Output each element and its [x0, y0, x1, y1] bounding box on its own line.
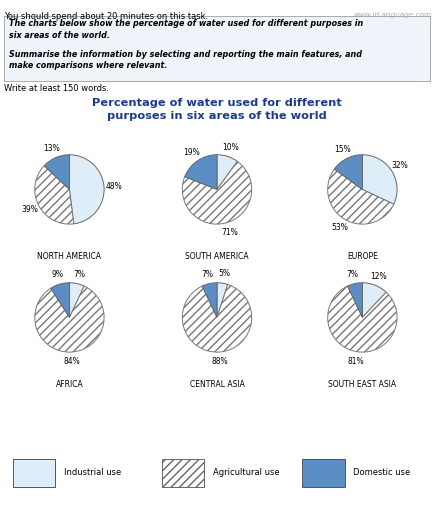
Wedge shape — [362, 283, 386, 317]
Text: EUROPE: EUROPE — [347, 252, 378, 261]
Text: 7%: 7% — [201, 270, 214, 279]
Text: Summarise the information by selecting and reporting the main features, and
make: Summarise the information by selecting a… — [10, 50, 362, 71]
Text: 10%: 10% — [222, 143, 239, 152]
Text: Agricultural use: Agricultural use — [213, 468, 279, 477]
Text: SOUTH AMERICA: SOUTH AMERICA — [185, 252, 249, 261]
Text: 12%: 12% — [371, 272, 387, 281]
Wedge shape — [44, 155, 69, 189]
Wedge shape — [69, 155, 104, 224]
Text: The charts below show the percentage of water used for different purposes in
six: The charts below show the percentage of … — [10, 19, 364, 40]
Text: 84%: 84% — [64, 357, 81, 366]
Text: 19%: 19% — [184, 148, 201, 157]
Text: 7%: 7% — [347, 270, 359, 279]
Text: AFRICA: AFRICA — [56, 380, 83, 389]
Wedge shape — [182, 285, 252, 352]
Wedge shape — [348, 283, 362, 317]
Text: Industrial use: Industrial use — [64, 468, 121, 477]
Wedge shape — [182, 161, 252, 224]
Text: Write at least 150 words.: Write at least 150 words. — [4, 84, 109, 93]
Text: 81%: 81% — [347, 357, 364, 366]
Wedge shape — [334, 155, 362, 189]
Text: You should spend about 20 minutes on this task.: You should spend about 20 minutes on thi… — [4, 12, 208, 21]
FancyBboxPatch shape — [162, 459, 204, 487]
Text: 88%: 88% — [211, 357, 228, 366]
Wedge shape — [51, 283, 69, 317]
Text: 71%: 71% — [221, 227, 238, 237]
Text: 13%: 13% — [43, 144, 60, 153]
Text: Percentage of water used for different
purposes in six areas of the world: Percentage of water used for different p… — [92, 98, 342, 121]
Wedge shape — [35, 286, 104, 352]
Wedge shape — [69, 283, 84, 317]
Wedge shape — [185, 155, 217, 189]
Text: 39%: 39% — [21, 205, 38, 214]
Text: 5%: 5% — [218, 269, 230, 278]
Wedge shape — [217, 155, 237, 189]
Wedge shape — [217, 283, 228, 317]
FancyBboxPatch shape — [13, 459, 56, 487]
Wedge shape — [35, 166, 74, 224]
Wedge shape — [328, 286, 397, 352]
Text: 53%: 53% — [331, 223, 348, 232]
Text: 32%: 32% — [391, 161, 408, 170]
Text: www.irLanguage.com: www.irLanguage.com — [354, 12, 432, 18]
Text: 15%: 15% — [334, 145, 351, 155]
Text: 48%: 48% — [105, 182, 122, 191]
Text: 7%: 7% — [73, 270, 85, 279]
Text: NORTH AMERICA: NORTH AMERICA — [37, 252, 102, 261]
Wedge shape — [328, 169, 394, 224]
FancyBboxPatch shape — [302, 459, 345, 487]
Text: CENTRAL ASIA: CENTRAL ASIA — [190, 380, 244, 389]
Wedge shape — [362, 155, 397, 204]
Wedge shape — [202, 283, 217, 317]
Text: SOUTH EAST ASIA: SOUTH EAST ASIA — [329, 380, 396, 389]
Text: Domestic use: Domestic use — [353, 468, 411, 477]
Text: 9%: 9% — [51, 270, 63, 280]
